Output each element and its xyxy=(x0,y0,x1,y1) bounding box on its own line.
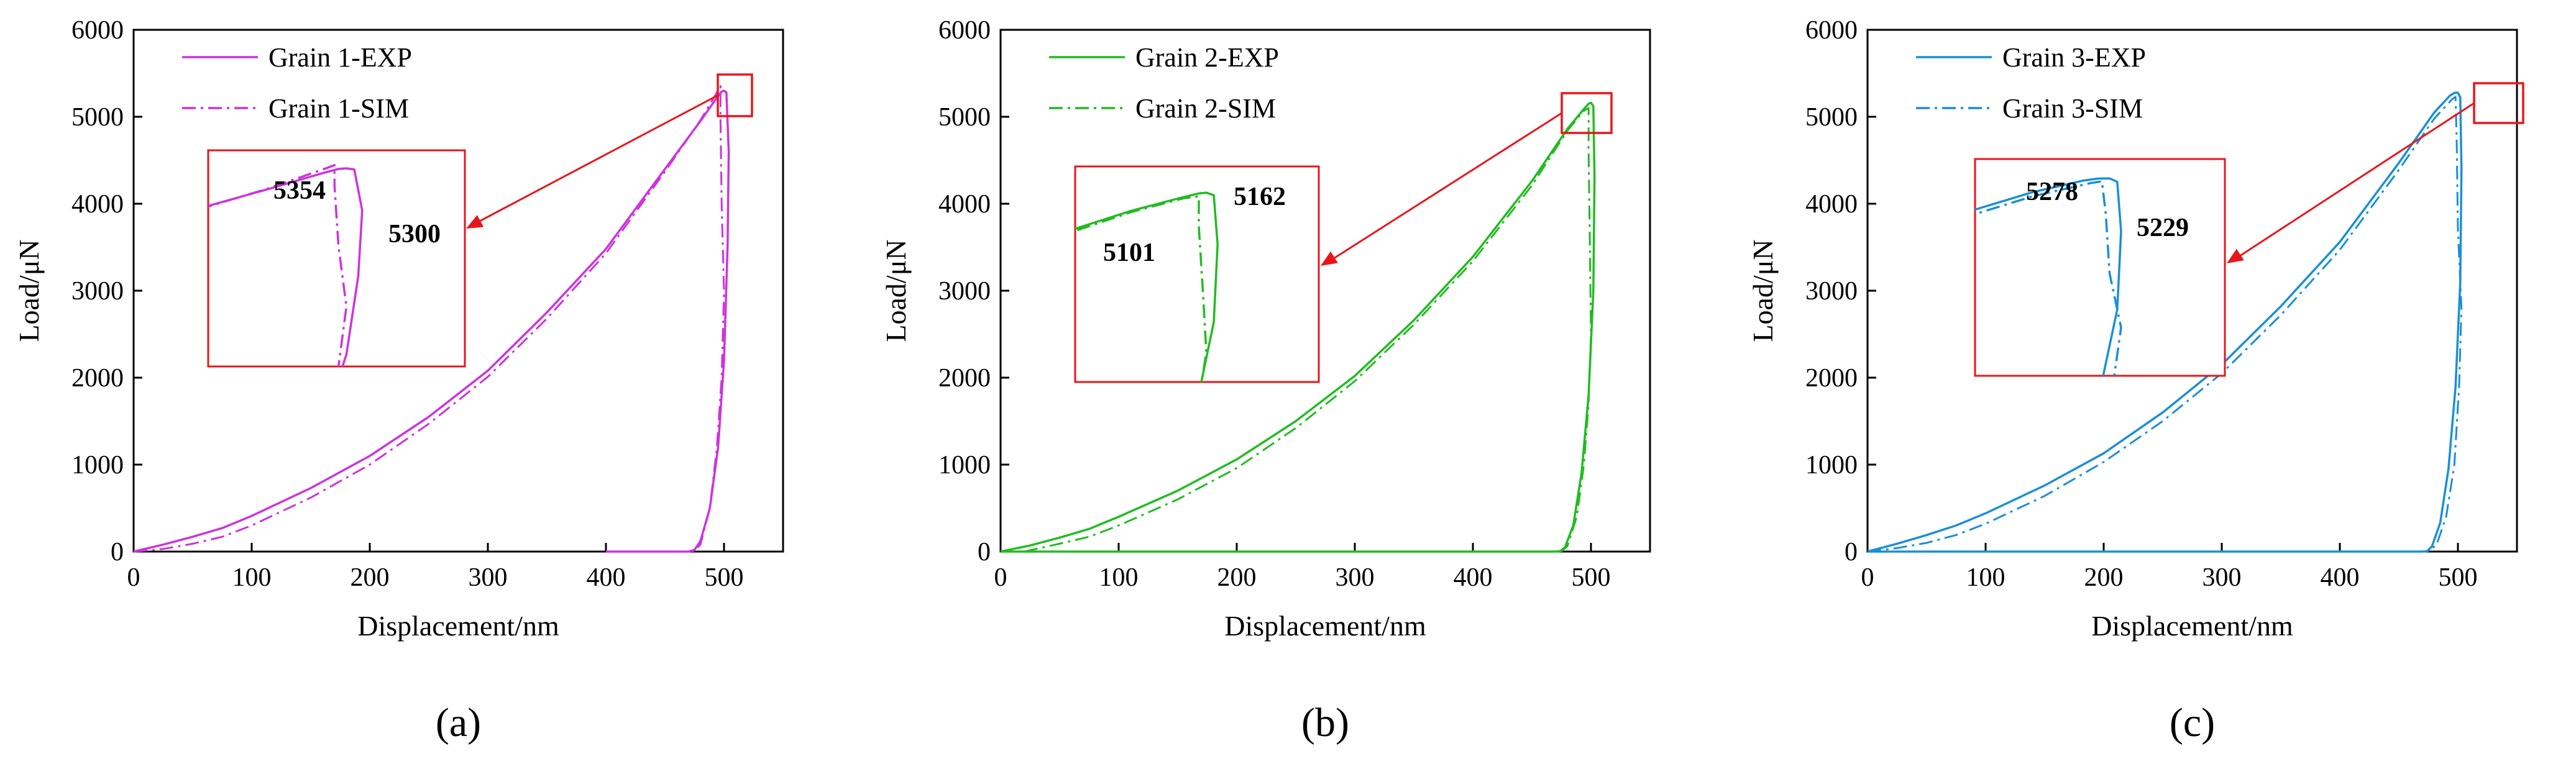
y-tick-label: 0 xyxy=(111,538,124,566)
series-line-grain-1-sim xyxy=(133,84,725,553)
y-axis-label: Load/μN xyxy=(1747,239,1779,342)
peak-highlight-box xyxy=(2473,82,2524,124)
legend-entry: Grain 1-EXP xyxy=(268,42,412,73)
chart-svg-b: 0 100 200 300 400 500010002000300040005000600… xyxy=(880,16,1651,745)
y-axis-label: Load/μN xyxy=(13,239,45,342)
x-tick-label: 200 xyxy=(351,563,390,592)
inset-plot xyxy=(1075,191,1219,382)
x-tick-label: 300 xyxy=(1336,563,1375,592)
x-tick-label: 100 xyxy=(1099,563,1139,592)
y-tick-label: 4000 xyxy=(1805,190,1858,219)
zoom-arrow-head xyxy=(2227,248,2244,263)
x-tick-label: 400 xyxy=(1454,563,1493,592)
inset-series-line xyxy=(1075,191,1219,382)
series-line-grain-3-sim xyxy=(1867,96,2463,553)
y-tick-label: 5000 xyxy=(71,103,124,132)
y-tick-label: 6000 xyxy=(1805,16,1858,45)
y-axis-label: Load/μN xyxy=(880,239,912,342)
inset-annotation: 5354 xyxy=(273,176,326,205)
y-tick-label: 4000 xyxy=(938,190,991,219)
x-tick-label: 500 xyxy=(2439,563,2478,592)
legend-entry: Grain 3-SIM xyxy=(2002,93,2143,124)
zoom-arrow-head xyxy=(1321,251,1338,266)
y-tick-label: 5000 xyxy=(1805,103,1858,132)
inset-series-line xyxy=(1075,195,1208,382)
zoom-arrow-line xyxy=(477,94,718,224)
x-tick-label: 300 xyxy=(2202,563,2242,592)
y-tick-label: 5000 xyxy=(938,103,991,132)
legend-entry: Grain 3-EXP xyxy=(2002,42,2146,73)
chart-panel-c: 0 100 200 300 400 500 0 1000 2000 3000 4000 5000 600… xyxy=(1734,0,2576,764)
y-tick-label: 2000 xyxy=(71,364,124,393)
panel-label: (c) xyxy=(2170,700,2215,745)
zoom-arrow-line xyxy=(1331,112,1562,261)
series-line-grain-2-exp xyxy=(1000,101,1596,553)
y-tick-label: 0 xyxy=(978,538,991,566)
legend-entry: Grain 2-EXP xyxy=(1135,42,1279,73)
x-tick-label: 100 xyxy=(1966,563,2005,592)
x-tick-label: 0 xyxy=(994,563,1007,592)
y-tick-label: 1000 xyxy=(71,451,124,480)
y-tick-label: 6000 xyxy=(71,16,124,45)
inset-frame xyxy=(1074,165,1320,383)
chart-panel-b: 0 100 200 300 400 500 0 1000 2000 3000 4000 5000 600… xyxy=(867,0,1737,764)
inset-series-line xyxy=(208,167,364,366)
y-tick-label: 2000 xyxy=(938,364,991,393)
x-tick-label: 400 xyxy=(2321,563,2360,592)
y-tick-label: 1000 xyxy=(938,451,991,480)
x-axis-label: Displacement/nm xyxy=(1224,610,1426,642)
inset-frame xyxy=(1974,158,2226,377)
y-tick-label: 1000 xyxy=(1805,451,1858,480)
chart-svg-a: 0 100 200 300 400 500010002000300040005000600… xyxy=(13,16,784,745)
inset-frame xyxy=(207,149,466,368)
zoom-arrow-head xyxy=(466,215,484,229)
peak-highlight-box xyxy=(717,73,753,117)
y-tick-label: 3000 xyxy=(71,277,124,306)
chart-svg-c: 0 100 200 300 400 500010002000300040005000600… xyxy=(1747,16,2524,745)
y-tick-label: 4000 xyxy=(71,190,124,219)
inset-annotation: 5162 xyxy=(1234,183,1286,211)
legend-entry: Grain 1-SIM xyxy=(268,93,409,124)
x-tick-label: 0 xyxy=(1861,563,1874,592)
x-axis-label: Displacement/nm xyxy=(357,610,559,642)
x-axis-label: Displacement/nm xyxy=(2091,610,2293,642)
x-tick-label: 300 xyxy=(469,563,508,592)
x-tick-label: 400 xyxy=(587,563,626,592)
inset-annotation: 5300 xyxy=(388,220,441,248)
y-tick-label: 3000 xyxy=(1805,277,1858,306)
series-line-grain-2-sim xyxy=(1001,107,1592,553)
x-tick-label: 100 xyxy=(232,563,272,592)
y-tick-label: 3000 xyxy=(938,277,991,306)
x-tick-label: 200 xyxy=(1217,563,1257,592)
panel-label: (b) xyxy=(1301,700,1349,745)
chart-panel-a: 0 100 200 300 400 500 0 1000 2000 3000 4000 5000 600… xyxy=(0,0,870,764)
legend-entry: Grain 2-SIM xyxy=(1135,93,1276,124)
series-line-grain-3-exp xyxy=(1867,91,2463,553)
x-tick-label: 200 xyxy=(2084,563,2124,592)
inset-plot xyxy=(208,164,364,366)
x-tick-label: 500 xyxy=(705,563,744,592)
y-tick-label: 2000 xyxy=(1805,364,1858,393)
zoom-arrow-line xyxy=(2237,102,2475,258)
x-tick-label: 500 xyxy=(1572,563,1611,592)
inset-annotation: 5278 xyxy=(2026,178,2078,206)
inset-plot xyxy=(1975,177,2122,376)
inset-annotation: 5229 xyxy=(2137,214,2189,242)
y-tick-label: 0 xyxy=(1845,538,1858,566)
x-tick-label: 0 xyxy=(127,563,140,592)
y-tick-label: 6000 xyxy=(938,16,991,45)
inset-annotation: 5101 xyxy=(1103,239,1155,267)
panel-label: (a) xyxy=(436,700,481,745)
inset-series-line xyxy=(1975,177,2122,376)
